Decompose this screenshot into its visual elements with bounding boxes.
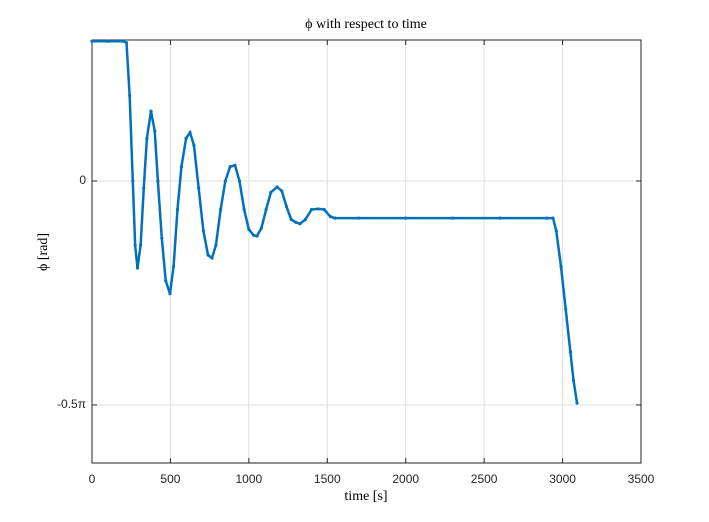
x-tick-label: 500 <box>160 472 180 486</box>
data-point <box>237 179 242 183</box>
data-point <box>139 243 143 247</box>
data-point <box>559 264 563 269</box>
data-point <box>298 222 302 226</box>
data-point <box>233 163 237 167</box>
data-point <box>255 234 259 238</box>
data-point <box>451 216 455 220</box>
data-point <box>259 226 264 230</box>
data-point <box>149 109 153 113</box>
data-point <box>333 216 337 220</box>
data-point <box>192 143 196 147</box>
x-tick-label: 0 <box>89 472 96 486</box>
data-point <box>568 350 573 354</box>
x-tick-label: 3500 <box>628 472 655 486</box>
data-point <box>551 216 555 220</box>
x-tick-label: 3000 <box>549 472 576 486</box>
data-point <box>145 136 149 140</box>
data-point <box>106 39 110 43</box>
data-point <box>188 130 192 135</box>
y-tick-label: -0.5π <box>57 397 86 411</box>
data-point <box>269 190 273 195</box>
data-point <box>571 378 576 383</box>
y-axis-label: ϕ [rad] <box>36 233 51 271</box>
data-point <box>153 129 157 133</box>
y-tick-label: 0 <box>79 173 86 187</box>
data-point <box>142 186 146 190</box>
data-point <box>294 220 298 224</box>
data-point <box>184 136 188 140</box>
data-point <box>575 401 579 405</box>
x-axis-label: time [s] <box>344 489 387 504</box>
data-point <box>357 216 361 220</box>
data-point <box>247 227 251 232</box>
data-point <box>121 39 125 43</box>
data-point <box>214 243 218 247</box>
data-point <box>303 217 307 222</box>
x-tick-label: 1000 <box>236 472 263 486</box>
data-point <box>179 165 184 169</box>
data-point <box>171 264 176 269</box>
data-point <box>310 207 314 212</box>
data-point <box>280 189 284 193</box>
data-point <box>135 266 140 270</box>
data-point <box>133 243 137 247</box>
data-point <box>275 185 279 189</box>
x-tick-label: 2500 <box>471 472 498 486</box>
data-point <box>219 207 223 212</box>
data-point <box>164 279 168 283</box>
data-point <box>206 253 210 257</box>
data-point <box>223 179 227 183</box>
data-point <box>156 179 160 183</box>
data-point <box>316 207 320 211</box>
data-point <box>168 292 172 296</box>
data-line <box>92 40 579 404</box>
data-point <box>90 39 94 43</box>
data-point <box>284 205 289 209</box>
data-point <box>228 165 232 169</box>
data-point <box>328 215 333 219</box>
data-point <box>175 207 180 212</box>
data-point <box>242 207 246 212</box>
chart-title: ϕ with respect to time <box>305 17 427 32</box>
data-point <box>564 307 568 311</box>
data-point <box>197 186 201 190</box>
data-point <box>322 207 326 212</box>
data-point <box>131 179 135 183</box>
data-point <box>128 93 132 98</box>
data-point <box>264 207 268 212</box>
x-tick-label: 1500 <box>314 472 341 486</box>
data-point <box>201 229 205 233</box>
data-point <box>498 216 502 220</box>
plot-frame <box>91 39 642 464</box>
data-point <box>289 217 293 222</box>
data-point <box>124 41 129 45</box>
data-point <box>545 216 549 220</box>
data-point <box>160 236 164 240</box>
data-point <box>554 229 558 233</box>
data-point <box>210 256 214 260</box>
x-tick-label: 2000 <box>392 472 419 486</box>
data-point <box>404 216 408 220</box>
data-point <box>251 233 256 237</box>
